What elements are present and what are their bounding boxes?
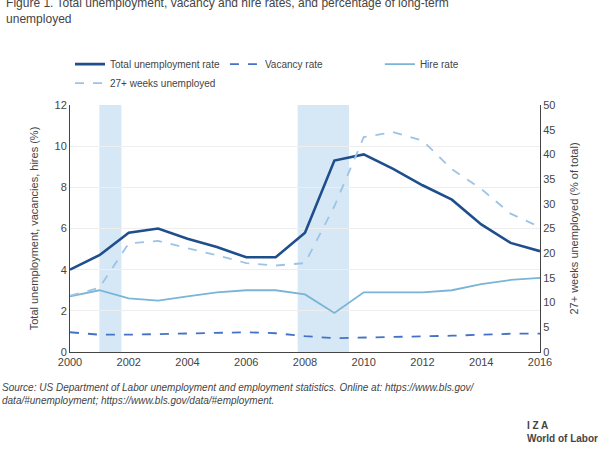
svg-text:2002: 2002 xyxy=(117,356,141,368)
svg-text:0: 0 xyxy=(61,346,67,358)
svg-text:20: 20 xyxy=(543,247,555,259)
svg-text:27+ weeks unemployed: 27+ weeks unemployed xyxy=(110,78,215,89)
svg-text:40: 40 xyxy=(543,148,555,160)
svg-text:I Z AWorld of Labor: I Z AWorld of Labor xyxy=(527,420,598,444)
svg-text:12: 12 xyxy=(55,99,67,111)
svg-text:2000: 2000 xyxy=(58,356,82,368)
svg-text:Total unemployment, vacancies,: Total unemployment, vacancies, hires (%) xyxy=(28,127,40,331)
svg-text:5: 5 xyxy=(543,321,549,333)
svg-text:10: 10 xyxy=(55,140,67,152)
svg-text:Source: US Department of Labor: Source: US Department of Labor unemploym… xyxy=(2,382,475,406)
svg-text:35: 35 xyxy=(543,173,555,185)
svg-text:15: 15 xyxy=(543,272,555,284)
svg-text:45: 45 xyxy=(543,124,555,136)
svg-text:10: 10 xyxy=(543,296,555,308)
svg-text:2004: 2004 xyxy=(175,356,199,368)
svg-text:30: 30 xyxy=(543,198,555,210)
svg-text:2006: 2006 xyxy=(234,356,258,368)
svg-text:2016: 2016 xyxy=(528,356,552,368)
svg-text:50: 50 xyxy=(543,99,555,111)
svg-text:2: 2 xyxy=(61,305,67,317)
svg-text:0: 0 xyxy=(543,346,549,358)
svg-text:6: 6 xyxy=(61,222,67,234)
svg-text:2008: 2008 xyxy=(293,356,317,368)
svg-text:Total unemployment rate: Total unemployment rate xyxy=(110,59,220,70)
svg-text:Vacancy rate: Vacancy rate xyxy=(265,59,323,70)
svg-text:2012: 2012 xyxy=(410,356,434,368)
svg-text:4: 4 xyxy=(61,264,67,276)
svg-text:2014: 2014 xyxy=(469,356,493,368)
svg-text:Figure 1. Total unemployment,: Figure 1. Total unemployment, vacancy an… xyxy=(6,0,449,26)
svg-text:2010: 2010 xyxy=(352,356,376,368)
svg-text:Hire rate: Hire rate xyxy=(420,59,459,70)
svg-text:27+ weeks unemployed (% of tot: 27+ weeks unemployed (% of total) xyxy=(568,142,580,314)
svg-text:25: 25 xyxy=(543,222,555,234)
svg-text:8: 8 xyxy=(61,181,67,193)
